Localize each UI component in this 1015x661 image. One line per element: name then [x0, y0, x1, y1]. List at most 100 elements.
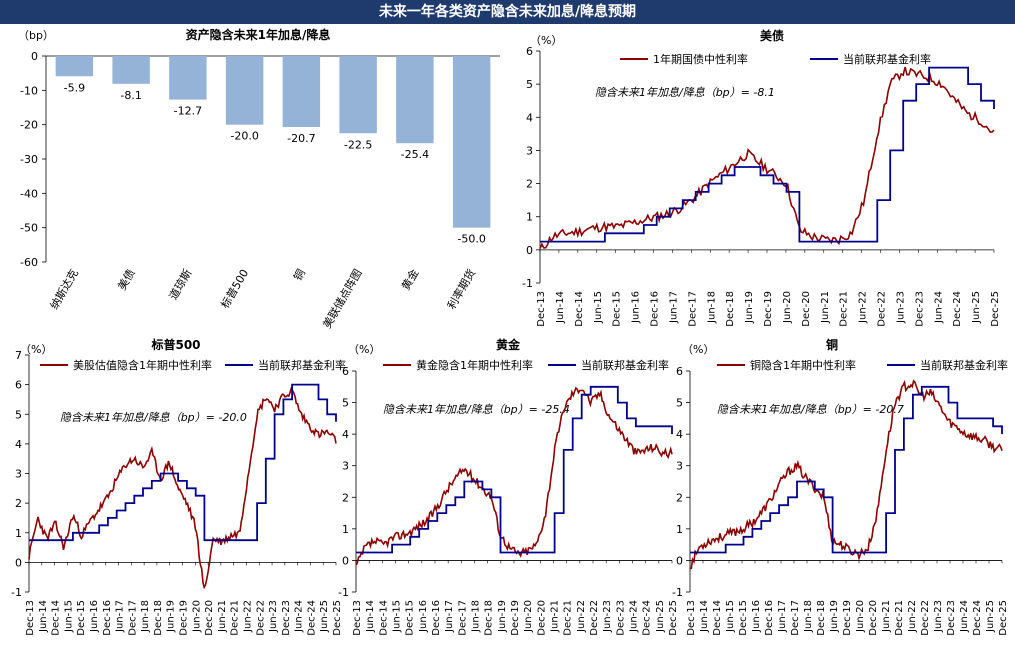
x-tick-label: Dec-19 — [842, 600, 853, 636]
x-tick-label: Jun-21 — [550, 600, 561, 633]
y-tick-label: -1 — [522, 277, 533, 290]
y-tick-label: -20 — [20, 119, 38, 132]
series-line-implied — [355, 386, 673, 566]
x-tick-label: Dec-19 — [179, 600, 190, 636]
x-tick-label: Dec-21 — [230, 600, 241, 636]
x-tick-label: Jun-24 — [933, 291, 944, 324]
x-tick-label: Jun-23 — [602, 600, 613, 633]
y-tick-label: 5 — [526, 78, 533, 91]
x-tick-label: Dec-23 — [281, 600, 292, 636]
x-tick-label: Dec-15 — [738, 600, 749, 636]
x-tick-label: Jun-17 — [444, 600, 455, 633]
x-tick-label: Dec-13 — [536, 291, 547, 327]
category-label: 标普500 — [218, 267, 252, 311]
data-label: -25.4 — [401, 148, 429, 161]
series-line-implied — [539, 66, 995, 249]
y-tick-label: -50 — [20, 222, 38, 235]
y-tick-label: -40 — [20, 187, 38, 200]
y-tick-label: 0 — [526, 244, 533, 257]
category-label: 纳斯达克 — [48, 267, 81, 312]
legend-label: 当前联邦基金利率 — [843, 52, 931, 66]
y-tick-label: 4 — [676, 428, 683, 441]
x-tick-label: Dec-23 — [615, 600, 626, 636]
series-line-implied — [690, 379, 1003, 570]
category-label: 黄金 — [398, 267, 421, 293]
x-tick-label: Jun-21 — [217, 600, 228, 633]
y-tick-label: -10 — [20, 84, 38, 97]
y-tick-label: 2 — [526, 178, 533, 191]
x-tick-label: Dec-24 — [642, 600, 653, 636]
x-tick-label: Jun-23 — [268, 600, 279, 633]
x-tick-label: Dec-18 — [484, 600, 495, 636]
x-tick-label: Jun-17 — [115, 600, 126, 633]
category-label: 铜 — [290, 267, 308, 284]
x-tick-label: Dec-20 — [868, 600, 879, 636]
annotation: 隐含未来1年加息/降息（bp）= -8.1 — [595, 86, 775, 99]
x-tick-label: Dec-14 — [378, 600, 389, 636]
x-tick-label: Dec-18 — [816, 600, 827, 636]
bar — [452, 56, 491, 228]
x-tick-label: Jun-15 — [593, 291, 604, 324]
x-tick-label: Dec-17 — [687, 291, 698, 327]
x-tick-label: Dec-13 — [686, 600, 697, 636]
series-line-fed-funds — [540, 66, 995, 243]
legend-label: 1年期国债中性利率 — [653, 52, 748, 66]
x-tick-label: Jun-20 — [191, 600, 202, 633]
y-tick-label: 4 — [15, 438, 22, 451]
y-tick-label: 1 — [526, 211, 533, 224]
x-tick-label: Dec-25 — [668, 600, 679, 636]
y-tick-label: 6 — [526, 45, 533, 58]
data-label: -5.9 — [64, 81, 85, 94]
y-tick-label: -1 — [11, 586, 22, 599]
x-tick-label: Dec-16 — [764, 600, 775, 636]
x-tick-label: Jun-19 — [744, 291, 755, 324]
annotation: 隐含未来1年加息/降息（bp）= -20.7 — [717, 403, 904, 416]
x-tick-label: Jun-16 — [418, 600, 429, 633]
x-tick-label: Jun-14 — [555, 291, 566, 324]
x-tick-label: Dec-18 — [153, 600, 164, 636]
x-tick-label: Dec-18 — [725, 291, 736, 327]
bar — [55, 56, 94, 77]
legend-label: 铜隐含1年期中性利率 — [750, 358, 856, 372]
x-tick-label: Jun-20 — [855, 600, 866, 633]
x-tick-label: Jun-16 — [89, 600, 100, 633]
legend-label: 黄金隐含1年期中性利率 — [416, 358, 533, 372]
x-tick-label: Dec-20 — [536, 600, 547, 636]
y-tick-label: 7 — [15, 349, 22, 362]
x-tick-label: Jun-24 — [959, 600, 970, 633]
y-unit-label: （%） — [530, 34, 562, 47]
data-label: -20.0 — [230, 130, 258, 143]
y-tick-label: 0 — [15, 556, 22, 569]
x-tick-label: Dec-24 — [306, 600, 317, 636]
y-tick-label: 3 — [676, 460, 683, 473]
y-unit-label: （bp） — [18, 29, 54, 42]
x-tick-label: Jun-24 — [629, 600, 640, 633]
x-tick-label: Dec-19 — [763, 291, 774, 327]
x-tick-label: Dec-15 — [76, 600, 87, 636]
x-tick-label: Jun-15 — [392, 600, 403, 633]
x-tick-label: Jun-18 — [140, 600, 151, 633]
y-tick-label: 1 — [676, 523, 683, 536]
x-tick-label: Jun-21 — [881, 600, 892, 633]
chart-title: 资产隐含未来1年加息/降息 — [186, 27, 331, 42]
x-tick-label: Jun-25 — [319, 600, 330, 633]
x-tick-label: Dec-21 — [894, 600, 905, 636]
y-tick-label: 5 — [342, 397, 349, 410]
y-tick-label: 6 — [342, 365, 349, 378]
x-tick-label: Jun-15 — [725, 600, 736, 633]
y-tick-label: 5 — [676, 397, 683, 410]
legend-label: 当前联邦基金利率 — [581, 358, 669, 372]
legend-label: 当前联邦基金利率 — [258, 358, 346, 372]
annotation: 隐含未来1年加息/降息（bp）= -20.0 — [60, 411, 247, 424]
y-tick-label: -1 — [338, 586, 349, 599]
x-tick-label: Dec-24 — [952, 291, 963, 327]
y-tick-label: -60 — [20, 256, 38, 269]
y-tick-label: -1 — [672, 586, 683, 599]
y-tick-label: 2 — [15, 497, 22, 510]
bar — [112, 56, 150, 84]
annotation: 隐含未来1年加息/降息（bp）= -25.4 — [383, 403, 570, 416]
y-tick-label: 2 — [676, 491, 683, 504]
